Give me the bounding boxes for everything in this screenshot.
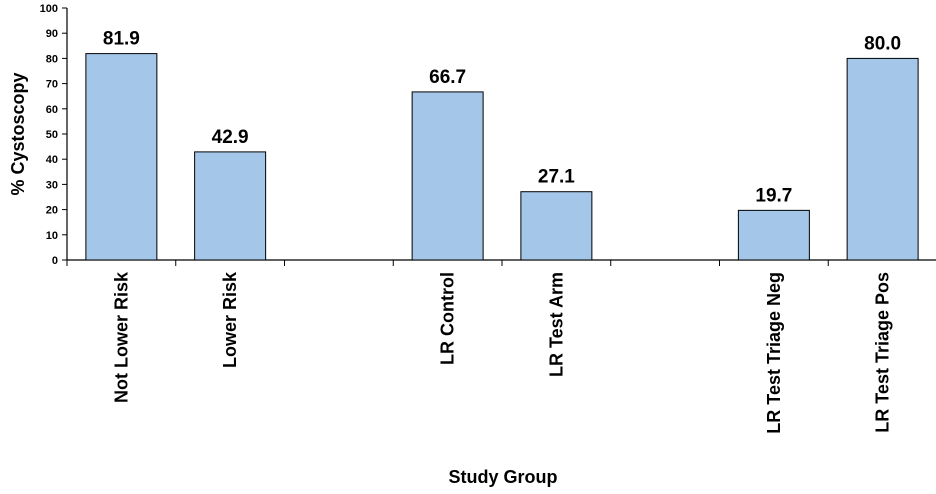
y-tick-label: 40	[46, 154, 58, 166]
y-tick-label: 30	[46, 179, 58, 191]
x-axis-title: Study Group	[449, 467, 558, 487]
x-tick-label: LR Test Arm	[546, 272, 566, 377]
y-axis-title: % Cystoscopy	[8, 72, 28, 195]
y-tick-label: 90	[46, 28, 58, 40]
y-tick-label: 60	[46, 104, 58, 116]
x-tick-label: Not Lower Risk	[111, 271, 131, 403]
data-label: 42.9	[212, 127, 249, 148]
y-tick-label: 70	[46, 79, 58, 91]
y-tick-label: 10	[46, 230, 58, 242]
y-tick-label: 50	[46, 129, 58, 141]
bar	[85, 53, 158, 261]
x-axis	[66, 259, 936, 266]
bar	[411, 91, 484, 261]
x-tick-label: LR Test Triage Pos	[873, 272, 893, 433]
bar	[846, 57, 919, 261]
bar	[520, 191, 593, 261]
x-tick-label: LR Control	[438, 272, 458, 365]
x-tick-label: Lower Risk	[220, 271, 240, 368]
bars	[85, 53, 919, 261]
data-label: 19.7	[755, 185, 792, 206]
data-label: 80.0	[864, 33, 901, 54]
data-label: 81.9	[103, 29, 140, 50]
bar	[737, 209, 810, 261]
data-label: 27.1	[538, 167, 575, 188]
y-tick-label: 100	[40, 3, 58, 15]
x-tick-label: LR Test Triage Neg	[764, 272, 784, 434]
y-axis: 0 10 20 30 40 50 60 70 80 90 100	[40, 3, 68, 267]
data-labels: 81.9 42.9 66.7 27.1 19.7 80.0	[103, 29, 901, 207]
y-tick-label: 20	[46, 205, 58, 217]
category-labels: Not Lower Risk Lower Risk LR Control LR Tes…	[111, 271, 892, 434]
y-tick-label: 0	[52, 255, 58, 267]
y-tick-label: 80	[46, 53, 58, 65]
bar	[194, 151, 267, 261]
data-label: 66.7	[429, 67, 466, 88]
